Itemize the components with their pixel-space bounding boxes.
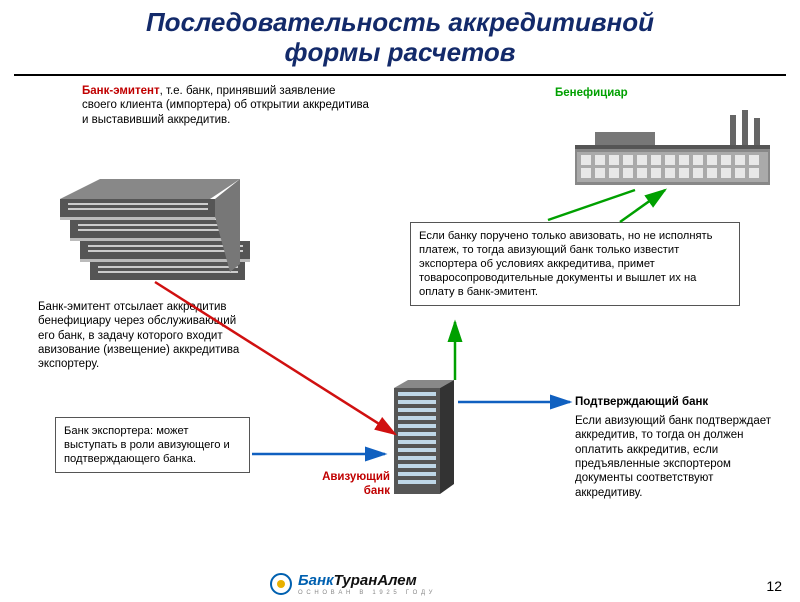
advising-bank-building [390, 380, 470, 503]
title-line1: Последовательность аккредитивной [10, 8, 790, 38]
confirming-bank-label: Подтверждающий банк [575, 395, 708, 409]
exporter-bank-box: Банк экспортера: может выступать в роли … [55, 417, 250, 473]
beneficiary-building [575, 110, 775, 195]
logo-bank: Банк [298, 572, 334, 589]
page-number: 12 [766, 578, 782, 594]
sends-text: Банк-эмитент отсылает аккредитив бенефиц… [38, 300, 248, 372]
title-underline [14, 74, 786, 76]
advise-only-box: Если банку поручено только авизовать, но… [410, 222, 740, 306]
issuing-bank-red: Банк-эмитент [82, 85, 160, 97]
exporter-bank-text: Банк экспортера: может выступать в роли … [64, 425, 230, 465]
slide-title: Последовательность аккредитивной формы р… [0, 0, 800, 74]
issuing-bank-building [60, 174, 250, 289]
beneficiary-label: Бенефициар [555, 86, 628, 100]
bank-logo: БанкТуранАлем О С Н О В А Н В 1 9 2 5 Г … [270, 572, 433, 596]
title-line2: формы расчетов [10, 38, 790, 68]
logo-icon [270, 573, 292, 595]
logo-sub: О С Н О В А Н В 1 9 2 5 Г О Д У [298, 590, 433, 596]
confirming-bank-text: Если авизующий банк подтверждает аккреди… [575, 414, 775, 500]
logo-name: ТуранАлем [334, 572, 417, 589]
advise-only-text: Если банку поручено только авизовать, но… [419, 230, 713, 298]
diagram-canvas: Банк-эмитент, т.е. банк, принявший заявл… [0, 82, 800, 602]
advising-bank-label: Авизующий банк [320, 470, 390, 499]
issuing-bank-text: Банк-эмитент, т.е. банк, принявший заявл… [82, 84, 372, 127]
